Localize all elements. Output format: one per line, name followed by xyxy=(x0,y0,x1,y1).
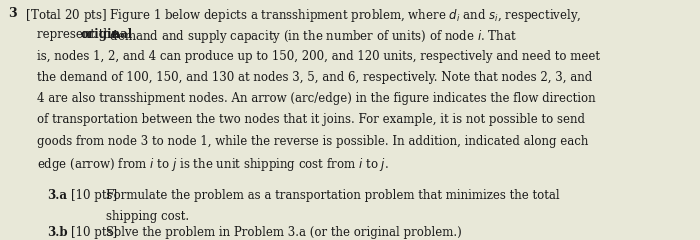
Text: represent the: represent the xyxy=(37,28,122,41)
Text: is, nodes 1, 2, and 4 can produce up to 150, 200, and 120 units, respectively an: is, nodes 1, 2, and 4 can produce up to … xyxy=(37,50,600,63)
Text: goods from node 3 to node 1, while the reverse is possible. In addition, indicat: goods from node 3 to node 1, while the r… xyxy=(37,135,588,148)
Text: 3.a: 3.a xyxy=(47,189,66,202)
Text: Solve the problem in Problem 3.a (or the original problem.): Solve the problem in Problem 3.a (or the… xyxy=(106,226,462,239)
Text: of transportation between the two nodes that it joins. For example, it is not po: of transportation between the two nodes … xyxy=(37,114,585,126)
Text: [10 pts]: [10 pts] xyxy=(71,226,118,239)
Text: [10 pts]: [10 pts] xyxy=(71,189,118,202)
Text: the demand of 100, 150, and 130 at nodes 3, 5, and 6, respectively. Note that no: the demand of 100, 150, and 130 at nodes… xyxy=(37,71,592,84)
Text: original: original xyxy=(80,28,133,41)
Text: Formulate the problem as a transportation problem that minimizes the total: Formulate the problem as a transportatio… xyxy=(106,189,560,202)
Text: [Total 20 pts] Figure 1 below depicts a transshipment problem, where $d_i$ and $: [Total 20 pts] Figure 1 below depicts a … xyxy=(22,7,582,24)
Text: 3.b: 3.b xyxy=(47,226,67,239)
Text: 4 are also transshipment nodes. An arrow (arc/edge) in the figure indicates the : 4 are also transshipment nodes. An arrow… xyxy=(37,92,596,105)
Text: edge (arrow) from $i$ to $j$ is the unit shipping cost from $i$ to $j$.: edge (arrow) from $i$ to $j$ is the unit… xyxy=(37,156,388,173)
Text: 3: 3 xyxy=(8,7,17,20)
Text: shipping cost.: shipping cost. xyxy=(106,210,189,223)
Text: demand and supply capacity (in the number of units) of node $i$. That: demand and supply capacity (in the numbe… xyxy=(106,28,517,45)
